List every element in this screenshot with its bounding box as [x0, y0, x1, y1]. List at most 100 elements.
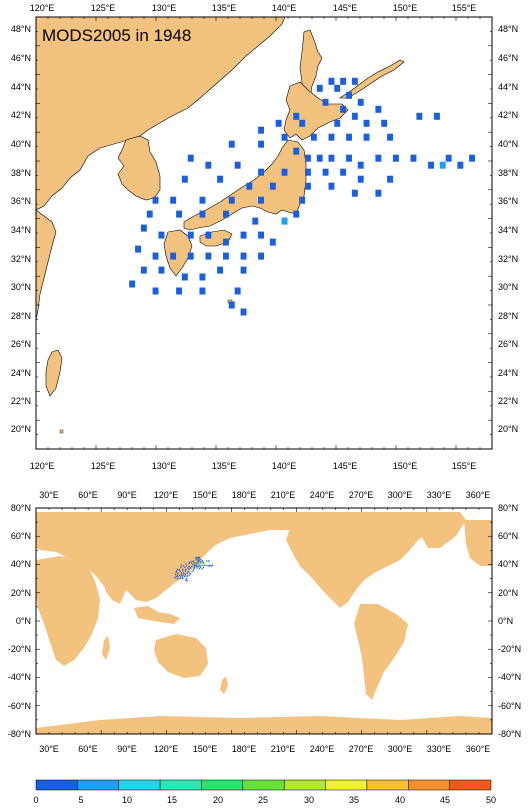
data-cell	[208, 565, 210, 567]
tick-label: 60°E	[78, 490, 98, 500]
data-cell	[316, 154, 323, 162]
data-cell	[200, 561, 202, 563]
data-cell	[198, 558, 200, 560]
tick-label: 125°E	[91, 3, 116, 13]
global-ticks	[35, 507, 493, 735]
data-cell	[228, 196, 235, 204]
tick-label: 32°N	[11, 254, 31, 264]
land-china-coast	[36, 209, 57, 321]
data-cell	[186, 574, 188, 576]
tick-label: 120°E	[154, 744, 179, 754]
tick-label: 300°E	[388, 744, 413, 754]
data-cell	[187, 231, 194, 239]
tick-label: 46°N	[498, 53, 518, 63]
tick-label: 40°N	[11, 559, 31, 569]
data-cell	[186, 580, 188, 582]
data-cell	[281, 133, 288, 141]
data-cell	[375, 105, 382, 113]
tick-label: 150°E	[393, 3, 418, 13]
tick-label: 240°E	[310, 744, 335, 754]
data-cell	[199, 566, 201, 568]
tick-label: 150°E	[393, 461, 418, 471]
data-cell	[234, 287, 241, 295]
tick-label: 26°N	[11, 339, 31, 349]
tick-label: 34°N	[11, 225, 31, 235]
data-cell	[293, 147, 300, 155]
tick-label: 22°N	[11, 396, 31, 406]
data-cell	[180, 566, 182, 568]
tick-label: 150°E	[193, 744, 218, 754]
data-cell	[197, 557, 199, 559]
colorbar-label: 20	[213, 795, 223, 805]
data-cell	[198, 568, 201, 570]
tick-label: 120°E	[30, 3, 55, 13]
data-cell	[240, 308, 247, 316]
data-cell	[387, 133, 393, 141]
data-cell	[183, 575, 186, 578]
data-cell	[217, 266, 223, 274]
colorbar-swatch	[159, 779, 202, 791]
data-cell	[316, 84, 323, 92]
colorbar: 0 5 10 15 20 25 30 35 40 45 50	[33, 779, 496, 805]
data-cell	[205, 252, 212, 260]
colorbar-swatch	[118, 779, 161, 791]
data-cell	[186, 572, 188, 574]
data-cell	[158, 231, 165, 239]
data-cell	[180, 564, 182, 566]
global-bottom-labels: 30°E 60°E 90°E 120°E 150°E 180°E 210°E 2…	[39, 744, 490, 754]
data-cell	[228, 140, 235, 148]
data-cell	[416, 112, 423, 120]
regional-ticks	[35, 16, 493, 450]
data-cell	[334, 119, 341, 127]
colorbar-swatch	[325, 779, 368, 791]
data-cell	[346, 133, 352, 141]
tick-label: 36°N	[498, 196, 518, 206]
data-cell	[258, 231, 264, 239]
data-cell	[181, 273, 188, 281]
data-cell	[180, 576, 182, 578]
data-cell	[201, 568, 203, 570]
data-cell	[363, 119, 370, 127]
data-cell	[199, 287, 206, 295]
data-cell	[428, 161, 434, 169]
data-cell	[177, 572, 179, 574]
colorbar-label: 45	[440, 795, 450, 805]
regional-land	[36, 17, 405, 434]
data-cell	[187, 154, 194, 162]
data-cell	[351, 189, 358, 197]
data-cell	[196, 567, 198, 569]
data-cell	[199, 273, 206, 281]
land-madagascar	[102, 636, 110, 660]
data-cell	[223, 252, 229, 260]
data-cell	[258, 168, 264, 176]
tick-label: 28°N	[11, 311, 31, 321]
data-cell	[223, 210, 229, 218]
data-cell	[175, 575, 177, 578]
tick-label: -80°N	[498, 729, 521, 739]
data-cell	[269, 182, 276, 190]
data-cell	[190, 561, 192, 563]
tick-label: 330°E	[427, 490, 452, 500]
colorbar-swatch	[35, 779, 78, 791]
data-cell	[439, 161, 446, 169]
tick-label: -40°N	[498, 672, 521, 682]
data-cell	[328, 133, 335, 141]
tick-label: -40°N	[8, 672, 31, 682]
data-cell	[176, 574, 179, 576]
data-cell	[186, 575, 188, 578]
data-cell	[188, 563, 190, 565]
data-cell	[140, 266, 147, 274]
data-cell	[299, 196, 306, 204]
regional-bottom-labels: 120°E 125°E 130°E 135°E 140°E 145°E 150°…	[30, 461, 477, 471]
tick-label: 0°N	[16, 616, 31, 626]
land-uk	[470, 534, 478, 548]
data-cell	[196, 556, 198, 559]
data-cell	[192, 563, 194, 566]
data-cell	[195, 559, 197, 561]
data-cell	[182, 568, 184, 571]
data-cell	[252, 217, 259, 225]
data-cell	[179, 570, 181, 572]
tick-label: 130°E	[152, 461, 177, 471]
data-cell	[457, 161, 464, 169]
data-cell	[183, 566, 186, 568]
